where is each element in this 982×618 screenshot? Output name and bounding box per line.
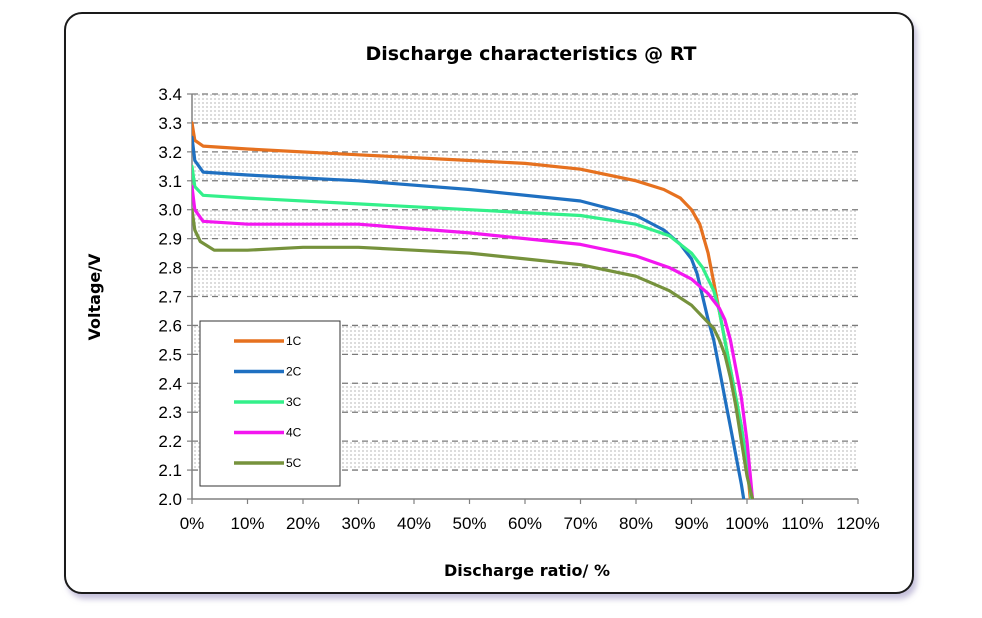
series-line-2c xyxy=(192,135,746,499)
legend-label-4c: 4C xyxy=(286,426,302,440)
y-tick-label: 3.2 xyxy=(158,143,182,162)
y-tick-label: 2.2 xyxy=(158,432,182,451)
series-lines xyxy=(192,121,755,499)
chart-title: Discharge characteristics @ RT xyxy=(365,43,696,65)
y-tick-label: 3.1 xyxy=(158,172,182,191)
chart-svg: Discharge characteristics @ RT 2.0 2.1 2.2… xyxy=(85,43,880,580)
legend-box xyxy=(199,320,341,487)
y-tick-label: 3.0 xyxy=(158,201,182,220)
chart-frame: Discharge characteristics @ RT 2.0 2.1 2.2… xyxy=(64,12,914,594)
y-tick-label: 2.1 xyxy=(158,461,182,480)
x-tick-label: 60% xyxy=(508,514,542,533)
y-tick-labels: 2.0 2.1 2.2 2.3 2.4 2.5 2.6 2.7 2.8 2.9 3.0 3.1 3.2 3… xyxy=(158,85,182,509)
axes xyxy=(187,93,859,504)
y-axis-label: Voltage/V xyxy=(85,253,104,341)
x-tick-label: 100% xyxy=(725,514,768,533)
series-line-4c xyxy=(192,185,755,499)
x-tick-labels: 0% 10% 20% 30% 40% 50% 60% 70% 80% 90% 100% 110% 120… xyxy=(180,514,880,533)
y-tick-label: 2.7 xyxy=(158,288,182,307)
legend-label-2c: 2C xyxy=(286,365,302,379)
x-tick-label: 30% xyxy=(341,514,375,533)
y-tick-label: 3.4 xyxy=(158,85,182,104)
plot-band xyxy=(192,267,858,297)
y-tick-label: 2.0 xyxy=(158,490,182,509)
legend-label-1c: 1C xyxy=(286,334,302,348)
x-tick-label: 10% xyxy=(230,514,264,533)
y-tick-label: 2.5 xyxy=(158,345,182,364)
plot-band xyxy=(192,238,858,268)
x-tick-label: 120% xyxy=(836,514,879,533)
plot-band xyxy=(192,122,858,152)
y-tick-label: 2.9 xyxy=(158,230,182,249)
series-line-3c xyxy=(192,164,753,499)
y-tick-label: 2.6 xyxy=(158,316,182,335)
x-tick-label: 110% xyxy=(781,514,823,533)
legend: 1C 2C 3C 4C 5C xyxy=(199,320,341,487)
x-tick-label: 80% xyxy=(619,514,653,533)
y-tick-label: 2.4 xyxy=(158,374,182,393)
x-tick-label: 50% xyxy=(452,514,486,533)
plot-band xyxy=(192,94,858,123)
y-tick-label: 2.8 xyxy=(158,259,182,278)
series-line-5c xyxy=(192,208,755,499)
x-tick-label: 20% xyxy=(286,514,320,533)
x-tick-label: 40% xyxy=(397,514,431,533)
x-tick-label: 70% xyxy=(563,514,597,533)
plot-band xyxy=(192,151,858,181)
y-tick-label: 2.3 xyxy=(158,403,182,422)
x-axis-label: Discharge ratio/ % xyxy=(444,561,610,580)
y-tick-label: 3.3 xyxy=(158,114,182,133)
x-tick-label: 0% xyxy=(180,514,205,533)
legend-label-5c: 5C xyxy=(286,456,302,470)
legend-label-3c: 3C xyxy=(286,395,302,409)
x-tick-label: 90% xyxy=(674,514,708,533)
